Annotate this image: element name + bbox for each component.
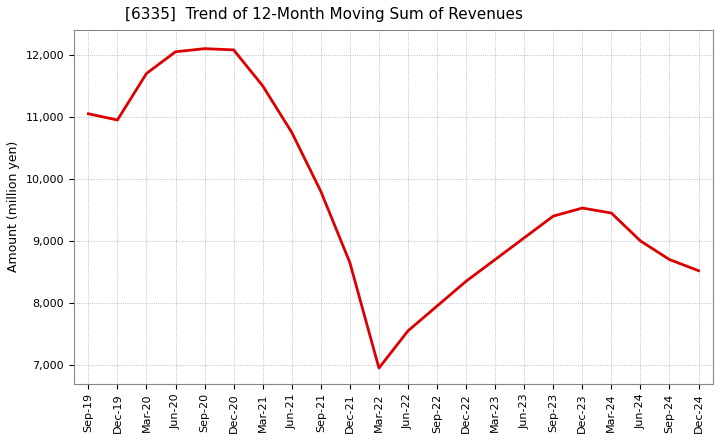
Text: [6335]  Trend of 12-Month Moving Sum of Revenues: [6335] Trend of 12-Month Moving Sum of R… (125, 7, 523, 22)
Y-axis label: Amount (million yen): Amount (million yen) (7, 141, 20, 272)
